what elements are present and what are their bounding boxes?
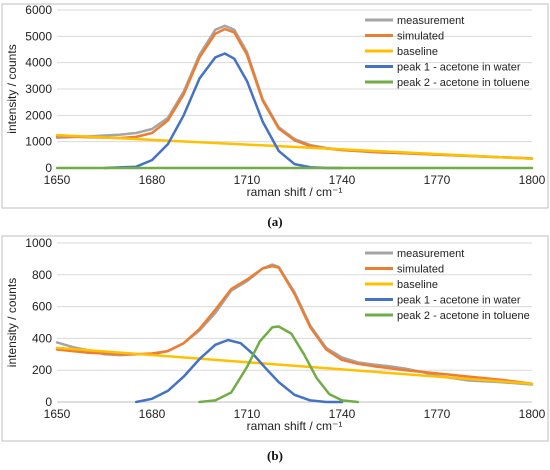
panel-a-x-tick-label: 1650: [44, 173, 71, 187]
panel-a-y-tick-label: 1000: [25, 135, 52, 149]
panel-a-y-tick-label: 2000: [25, 108, 52, 122]
panel-b-legend-label: measurement: [397, 248, 464, 260]
panel-b-x-tick-label: 1710: [234, 407, 261, 421]
panel-b-x-tick-label: 1770: [424, 407, 451, 421]
panel-b-x-axis-label: raman shift / cm⁻¹: [247, 419, 343, 433]
panel-a-series-line-3: [103, 52, 344, 170]
panel-a-y-axis-label: intensity / counts: [5, 44, 19, 133]
panel-a-x-tick-label: 1770: [424, 173, 451, 187]
panel-a-x-tick-label: 1680: [139, 173, 166, 187]
panel-b-legend-label: peak 2 - acetone in toluene: [397, 310, 530, 322]
panel-b-series-line-2: [55, 346, 534, 385]
panel-a-x-tick-label: 1800: [519, 173, 546, 187]
panel-b-y-axis-label: intensity / counts: [5, 278, 19, 367]
panel-a-x-tick-label: 1710: [234, 173, 261, 187]
panel-b-frame: [1, 235, 549, 442]
panel-a-y-tick-label: 4000: [25, 56, 52, 70]
panel-b-x-tick-label: 1740: [329, 407, 356, 421]
panel-b-y-tick-label: 600: [32, 300, 52, 314]
panel-b-x-tick-label: 1680: [139, 407, 166, 421]
panel-b-y-tick-label: 0: [45, 395, 52, 409]
panel-b-legend-label: baseline: [397, 279, 438, 291]
panel-a-legend-label: baseline: [397, 46, 438, 58]
panel-a-legend-label: peak 1 - acetone in water: [397, 62, 521, 74]
panel-a-legend-label: measurement: [397, 15, 464, 27]
panel-a-y-tick-label: 0: [45, 161, 52, 175]
panel-a-x-tick-label: 1740: [329, 173, 356, 187]
panel-b-x-tick-label: 1650: [44, 407, 71, 421]
panel-a-series-line-2: [55, 133, 534, 161]
panel-b-series-line-1: [55, 264, 534, 385]
panel-b-legend-label: simulated: [397, 264, 444, 276]
panel-a-y-tick-label: 5000: [25, 29, 52, 43]
panel-a-legend-label: peak 2 - acetone in toluene: [397, 77, 530, 89]
panel-b-series-line-3: [134, 338, 344, 404]
panel-b-label: (b): [267, 448, 283, 463]
panel-a-frame: [1, 3, 549, 209]
panel-b-series-line-4: [198, 325, 360, 404]
panel-b-y-tick-label: 1000: [25, 236, 52, 250]
panel-b-legend-label: peak 1 - acetone in water: [397, 295, 521, 307]
panel-b-y-tick-label: 200: [32, 363, 52, 377]
panel-a-y-tick-label: 3000: [25, 82, 52, 96]
panel-a-legend-label: simulated: [397, 31, 444, 43]
panel-b-y-tick-label: 400: [32, 331, 52, 345]
panel-a-y-tick-label: 6000: [25, 3, 52, 17]
panel-a-x-axis-label: raman shift / cm⁻¹: [247, 185, 343, 199]
panel-a-label: (a): [267, 214, 282, 229]
panel-b-y-tick-label: 800: [32, 268, 52, 282]
panel-b-x-tick-label: 1800: [519, 407, 546, 421]
